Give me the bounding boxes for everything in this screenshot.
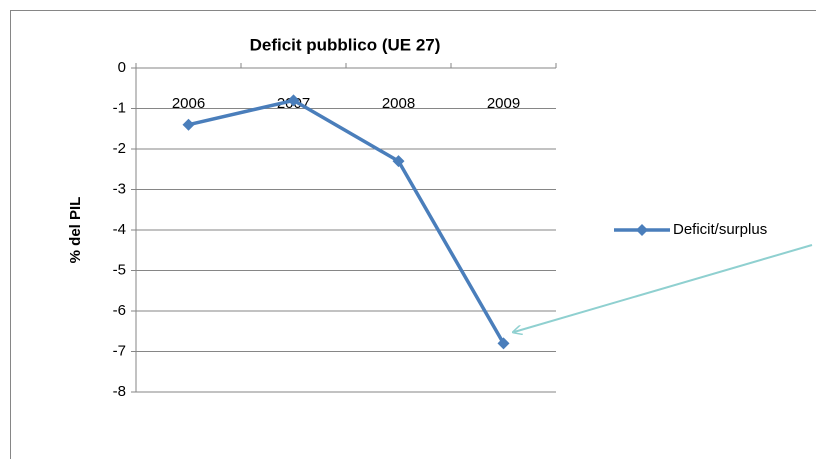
series-line xyxy=(188,98,506,345)
y-tick-label: -4 xyxy=(113,221,126,238)
legend-label: Deficit/surplus xyxy=(673,221,767,238)
data-point xyxy=(287,94,300,107)
y-axis-label: % del PIL xyxy=(67,197,84,264)
chart-frame xyxy=(10,10,816,459)
annotation-arrow xyxy=(514,244,813,332)
y-tick-label: -2 xyxy=(113,140,126,157)
y-tick-label: -6 xyxy=(113,302,126,319)
y-tick-label: -7 xyxy=(113,342,126,359)
chart-title: Deficit pubblico (UE 27) xyxy=(250,35,441,54)
y-tick-label: -8 xyxy=(113,383,126,400)
x-tick-label: 2008 xyxy=(382,95,415,112)
y-tick-label: -1 xyxy=(113,99,126,116)
y-tick-label: -3 xyxy=(113,180,126,197)
data-point xyxy=(182,118,195,131)
x-tick-label: 2009 xyxy=(487,95,520,112)
data-point xyxy=(392,155,405,168)
y-tick-label: 0 xyxy=(118,59,126,76)
y-tick-label: -5 xyxy=(113,261,126,278)
x-tick-label: 2006 xyxy=(172,95,205,112)
data-point xyxy=(497,337,510,350)
legend-marker xyxy=(636,224,648,236)
